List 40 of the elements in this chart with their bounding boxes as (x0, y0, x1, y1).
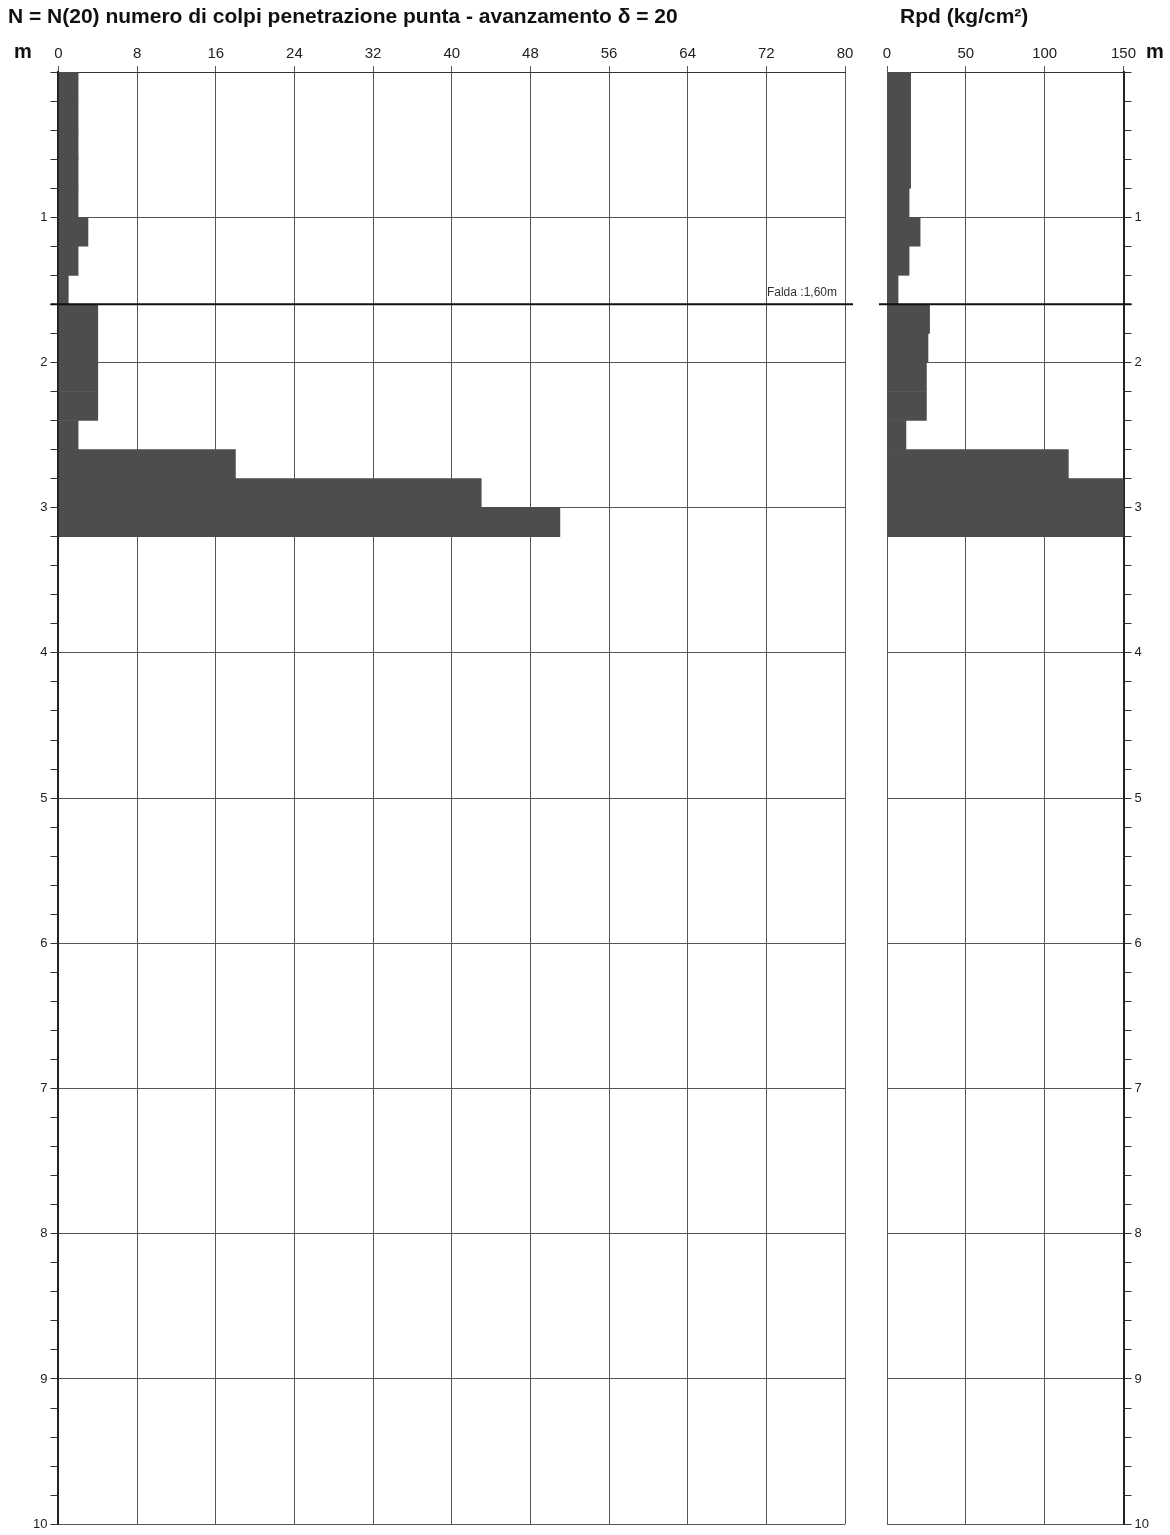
y-axis-title: m (14, 40, 32, 63)
y-tick-label: 10 (1134, 1515, 1150, 1531)
x-tick-label: 0 (882, 44, 892, 62)
ref-line-label: Falda :1,60m (766, 284, 837, 299)
x-tick-label: 150 (1111, 44, 1137, 62)
y-tick-label: 5 (1134, 789, 1142, 805)
x-tick-label: 40 (443, 44, 461, 62)
x-tick-label: 64 (679, 44, 697, 62)
y-tick-label: 6 (40, 934, 48, 950)
chart-title: Rpd (kg/cm²) (900, 4, 1029, 28)
x-tick-label: 24 (286, 44, 303, 62)
y-tick-label: 1 (40, 208, 48, 224)
y-tick-label: 7 (1134, 1080, 1142, 1096)
x-tick-label: 50 (957, 44, 975, 62)
y-tick-label: 2 (40, 354, 48, 370)
y-tick-label: 9 (1134, 1370, 1142, 1386)
x-tick-label: 80 (836, 44, 854, 62)
y-tick-label: 2 (1134, 354, 1142, 370)
y-tick-label: 4 (40, 644, 48, 660)
y-tick-label: 1 (1134, 208, 1142, 224)
y-tick-label: 6 (1134, 934, 1142, 950)
y-tick-label: 9 (40, 1370, 48, 1386)
y-tick-label: 10 (32, 1515, 48, 1531)
y-tick-label: 3 (40, 499, 48, 515)
x-tick-label: 72 (758, 44, 775, 62)
x-tick-label: 0 (54, 44, 63, 62)
x-tick-label: 48 (522, 44, 539, 62)
x-tick-label: 8 (132, 44, 142, 62)
y-axis-title: m (1146, 40, 1164, 63)
x-tick-label: 16 (207, 44, 225, 62)
y-tick-label: 4 (1134, 644, 1142, 660)
chart-title: N = N(20) numero di colpi penetrazione punta - avanzamento δ = 20 (8, 4, 678, 28)
x-tick-label: 56 (600, 44, 618, 62)
y-tick-label: 8 (40, 1225, 48, 1241)
y-tick-label: 8 (1134, 1225, 1142, 1241)
y-tick-label: 5 (40, 789, 48, 805)
y-tick-label: 3 (1134, 499, 1142, 515)
y-tick-label: 7 (40, 1080, 48, 1096)
x-tick-label: 100 (1032, 44, 1058, 62)
x-tick-label: 32 (364, 44, 382, 62)
